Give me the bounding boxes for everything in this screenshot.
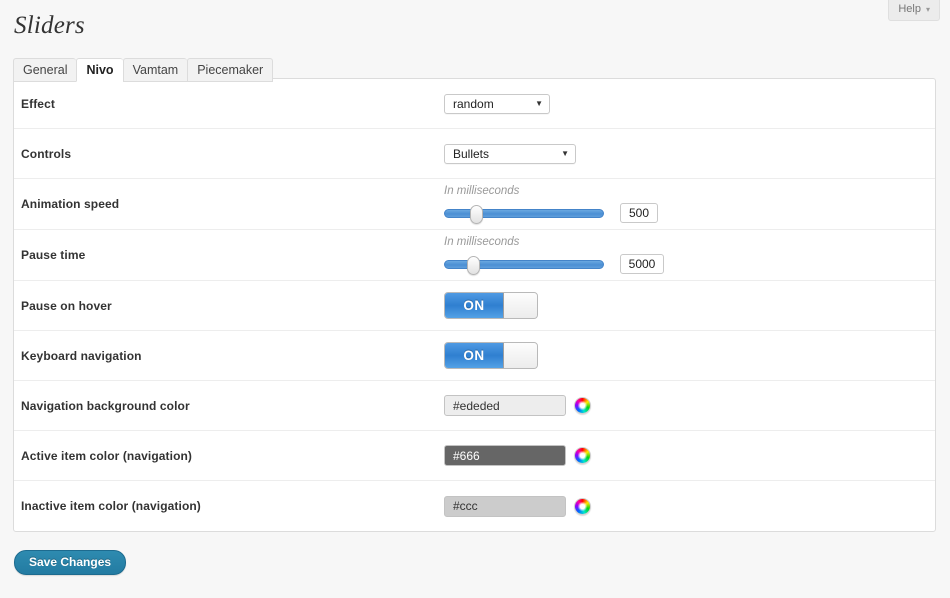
field-pause-on-hover: ON xyxy=(444,286,935,325)
pause-on-hover-toggle-knob[interactable] xyxy=(503,293,537,318)
save-changes-button[interactable]: Save Changes xyxy=(14,550,127,575)
tab-nivo[interactable]: Nivo xyxy=(76,58,123,82)
effect-select-value: random xyxy=(453,96,494,111)
active-item-color-line xyxy=(444,445,935,466)
label-pause-on-hover: Pause on hover xyxy=(21,298,112,313)
label-keyboard-navigation: Keyboard navigation xyxy=(21,348,142,363)
label-active-item-color: Active item color (navigation) xyxy=(21,448,193,463)
color-wheel-icon[interactable] xyxy=(574,497,591,515)
chevron-down-icon: ▼ xyxy=(535,98,543,108)
tab-bar: General Nivo Vamtam Piecemaker xyxy=(13,57,274,82)
effect-select[interactable]: random ▼ xyxy=(444,93,550,114)
chevron-down-icon: ▼ xyxy=(561,148,569,158)
color-wheel-icon[interactable] xyxy=(574,447,591,464)
field-animation-speed: In milliseconds xyxy=(444,179,935,229)
help-button[interactable]: Help ▾ xyxy=(888,0,940,21)
keyboard-navigation-toggle-state: ON xyxy=(445,343,503,368)
field-nav-background-color xyxy=(444,389,935,422)
row-pause-time: Pause time In milliseconds xyxy=(14,230,935,281)
field-effect: random ▼ xyxy=(444,88,935,120)
label-animation-speed: Animation speed xyxy=(21,197,120,211)
pause-on-hover-toggle[interactable]: ON xyxy=(444,292,538,319)
row-effect: Effect random ▼ xyxy=(14,79,935,129)
nav-background-color-line xyxy=(444,395,935,416)
tab-piecemaker[interactable]: Piecemaker xyxy=(187,58,274,82)
row-nav-background-color: Navigation background color xyxy=(14,381,935,431)
row-inactive-item-color: Inactive item color (navigation) xyxy=(14,481,935,531)
controls-select[interactable]: Bullets ▼ xyxy=(444,143,576,164)
row-animation-speed: Animation speed In milliseconds xyxy=(14,179,935,230)
hint-animation-speed: In milliseconds xyxy=(444,185,520,197)
row-controls: Controls Bullets ▼ xyxy=(14,129,935,179)
label-inactive-item-color: Inactive item color (navigation) xyxy=(21,499,201,513)
tab-vamtam[interactable]: Vamtam xyxy=(122,58,188,82)
row-pause-on-hover: Pause on hover ON xyxy=(14,281,935,331)
help-button-label: Help xyxy=(898,3,921,15)
active-item-color-input[interactable] xyxy=(444,445,566,466)
field-inactive-item-color xyxy=(444,490,935,523)
animation-speed-slider-line xyxy=(444,203,935,224)
chevron-down-icon: ▾ xyxy=(925,4,930,14)
pause-on-hover-toggle-state: ON xyxy=(445,293,503,318)
field-pause-time: In milliseconds xyxy=(444,230,935,280)
label-controls: Controls xyxy=(21,146,72,161)
field-active-item-color xyxy=(444,439,935,472)
field-controls: Bullets ▼ xyxy=(444,138,935,170)
pause-time-slider[interactable] xyxy=(444,255,604,275)
inactive-item-color-input[interactable] xyxy=(444,495,566,517)
tab-general[interactable]: General xyxy=(13,58,77,82)
label-effect: Effect xyxy=(21,96,55,111)
label-nav-background-color: Navigation background color xyxy=(21,398,190,413)
pause-time-input[interactable] xyxy=(620,254,664,274)
page-title: Sliders xyxy=(14,12,85,39)
color-wheel-icon[interactable] xyxy=(574,397,591,414)
pause-time-slider-line xyxy=(444,254,935,275)
inactive-item-color-line xyxy=(444,495,935,517)
controls-select-value: Bullets xyxy=(453,146,490,161)
row-active-item-color: Active item color (navigation) xyxy=(14,431,935,481)
nav-background-color-input[interactable] xyxy=(444,395,566,416)
hint-pause-time: In milliseconds xyxy=(444,236,520,248)
label-pause-time: Pause time xyxy=(21,248,86,262)
animation-speed-slider[interactable] xyxy=(444,204,604,224)
row-keyboard-navigation: Keyboard navigation ON xyxy=(14,331,935,381)
keyboard-navigation-toggle-knob[interactable] xyxy=(503,343,537,368)
field-keyboard-navigation: ON xyxy=(444,336,935,375)
animation-speed-slider-handle[interactable] xyxy=(470,204,484,224)
animation-speed-input[interactable] xyxy=(620,203,658,223)
pause-time-slider-handle[interactable] xyxy=(467,255,481,275)
keyboard-navigation-toggle[interactable]: ON xyxy=(444,342,538,369)
settings-panel: Effect random ▼ Controls Bullets ▼ Anima… xyxy=(13,78,936,532)
